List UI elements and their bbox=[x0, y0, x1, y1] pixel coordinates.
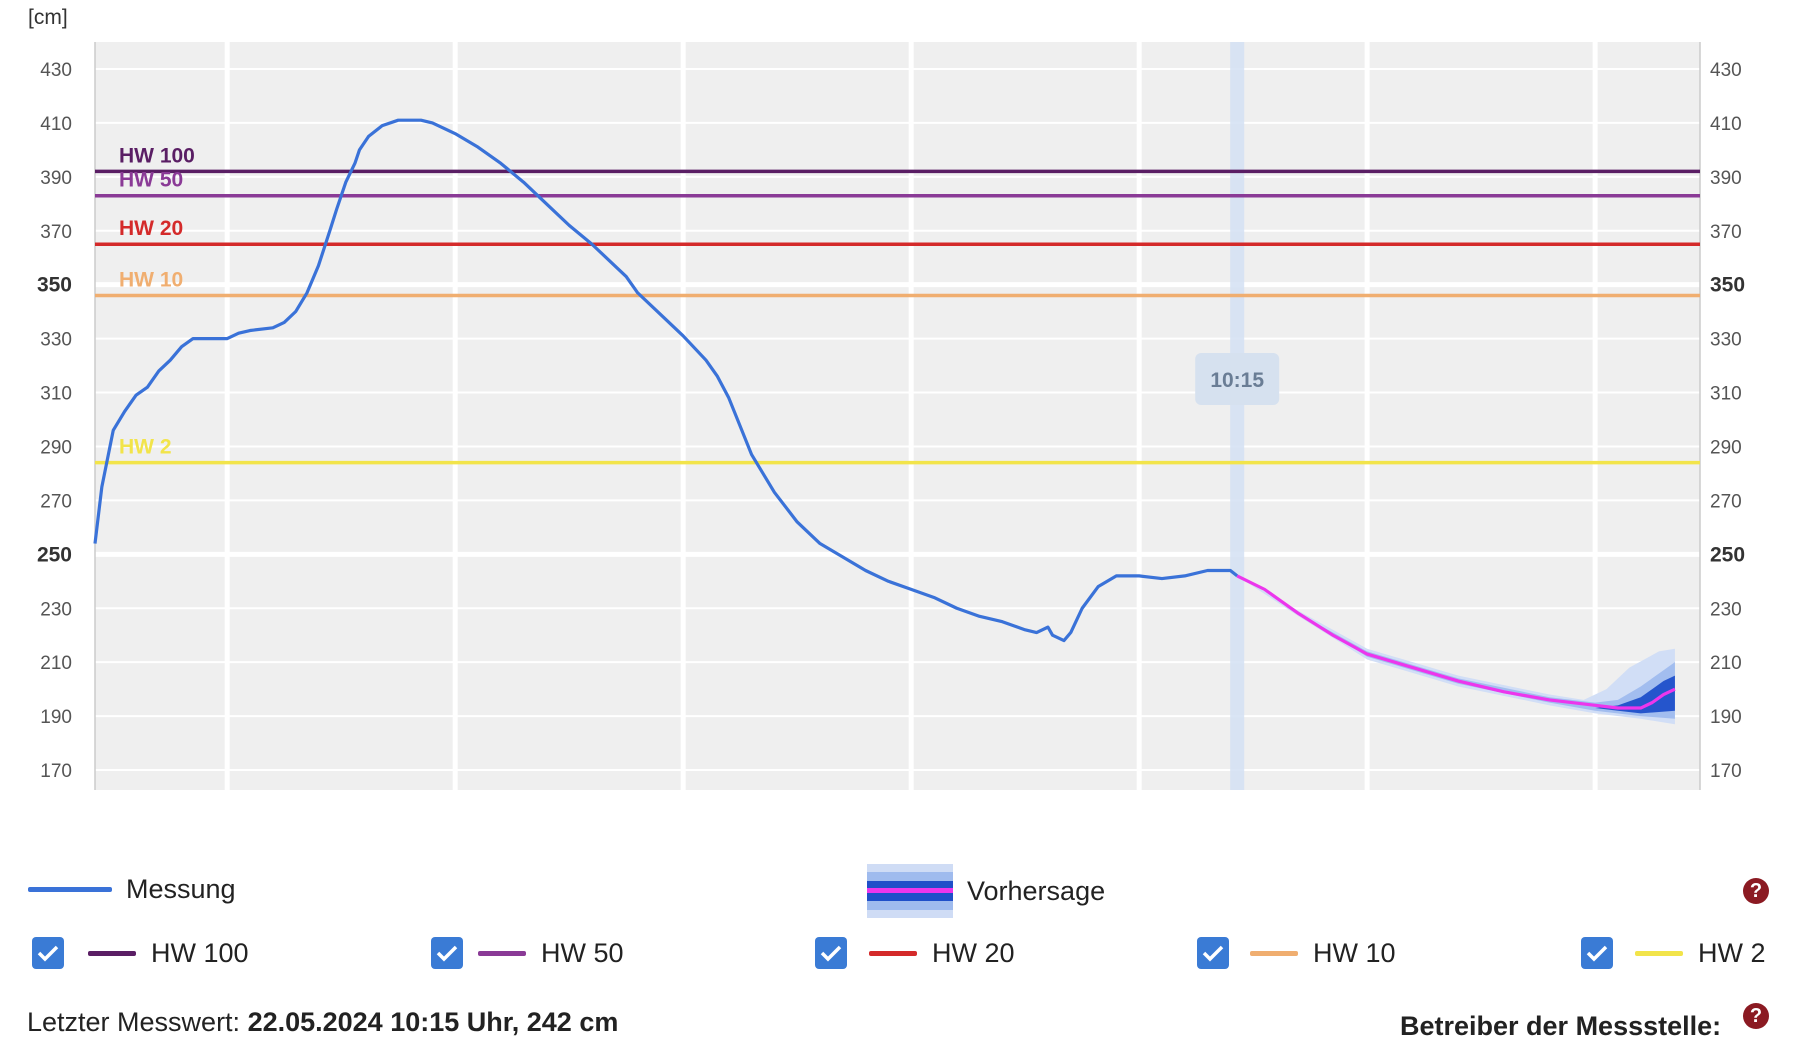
messung-swatch bbox=[28, 887, 112, 892]
threshold-label: HW 20 bbox=[119, 217, 183, 240]
legend-hw2[interactable]: HW 2 bbox=[1581, 937, 1766, 969]
threshold-label: HW 50 bbox=[119, 169, 183, 192]
y-tick-right: 310 bbox=[1710, 384, 1742, 405]
water-level-chart: 430 430 410 410 390 390 370 370 350 350 330 330 310 3… bbox=[28, 6, 1745, 790]
y-tick-right: 390 bbox=[1710, 168, 1742, 189]
check-icon bbox=[436, 945, 458, 962]
y-tick-right: 190 bbox=[1710, 707, 1742, 728]
y-tick-right: 350 bbox=[1710, 274, 1745, 297]
question-circle-icon[interactable]: ? bbox=[1743, 878, 1769, 904]
forecast-band bbox=[1595, 675, 1675, 714]
y-tick-left: 210 bbox=[40, 653, 72, 674]
hw50-label: HW 50 bbox=[541, 937, 624, 968]
legend-messung[interactable]: Messung bbox=[28, 874, 236, 905]
operator-label: Betreiber der Messstelle: bbox=[1400, 1011, 1722, 1041]
question-circle-icon[interactable]: ? bbox=[1743, 1003, 1769, 1029]
y-tick-right: 330 bbox=[1710, 330, 1742, 351]
legend-hw10[interactable]: HW 10 bbox=[1197, 937, 1396, 969]
hw20-swatch bbox=[869, 950, 917, 956]
y-tick-right: 230 bbox=[1710, 599, 1742, 620]
y-tick-left: 330 bbox=[40, 330, 72, 351]
y-tick-right: 170 bbox=[1710, 761, 1742, 782]
y-tick-right: 370 bbox=[1710, 222, 1742, 243]
y-tick-left: 370 bbox=[40, 222, 72, 243]
checkbox-hw10[interactable] bbox=[1197, 937, 1229, 969]
checkbox-hw20[interactable] bbox=[815, 937, 847, 969]
hw10-label: HW 10 bbox=[1313, 937, 1396, 968]
series-vorhersage bbox=[1236, 574, 1676, 710]
hw2-label: HW 2 bbox=[1698, 937, 1766, 968]
hw50-swatch bbox=[478, 950, 526, 956]
threshold-label: HW 100 bbox=[119, 144, 195, 167]
hw10-swatch bbox=[1250, 950, 1298, 956]
y-tick-right: 210 bbox=[1710, 653, 1742, 674]
checkbox-hw2[interactable] bbox=[1581, 937, 1613, 969]
y-tick-left: 190 bbox=[40, 707, 72, 728]
last-value-line: Letzter Messwert: 22.05.2024 10:15 Uhr, … bbox=[27, 1007, 618, 1038]
vorhersage-swatch bbox=[867, 864, 953, 918]
legend-hw100[interactable]: HW 100 bbox=[32, 937, 249, 969]
y-tick-left: 390 bbox=[40, 168, 72, 189]
last-value: 22.05.2024 10:15 Uhr, 242 cm bbox=[247, 1007, 619, 1037]
y-tick-left: 430 bbox=[40, 60, 72, 81]
hw100-label: HW 100 bbox=[151, 937, 249, 968]
y-unit-label: [cm] bbox=[28, 6, 68, 29]
check-icon bbox=[1586, 945, 1608, 962]
y-tick-right: 270 bbox=[1710, 491, 1742, 512]
checkbox-hw100[interactable] bbox=[32, 937, 64, 969]
y-tick-right: 250 bbox=[1710, 543, 1745, 566]
check-icon bbox=[820, 945, 842, 962]
now-label-box bbox=[1195, 353, 1280, 405]
last-value-prefix: Letzter Messwert: bbox=[27, 1007, 248, 1037]
hw2-swatch bbox=[1635, 950, 1683, 956]
now-marker-band bbox=[1230, 42, 1245, 790]
checkbox-hw50[interactable] bbox=[431, 937, 463, 969]
threshold-label: HW 2 bbox=[119, 436, 172, 459]
y-tick-left: 270 bbox=[40, 491, 72, 512]
y-tick-right: 430 bbox=[1710, 60, 1742, 81]
threshold-label: HW 10 bbox=[119, 268, 183, 291]
y-tick-right: 290 bbox=[1710, 437, 1742, 458]
y-tick-left: 310 bbox=[40, 384, 72, 405]
vorhersage-label: Vorhersage bbox=[967, 875, 1106, 906]
legend-hw50[interactable]: HW 50 bbox=[431, 937, 624, 969]
now-label: 10:15 bbox=[1210, 369, 1264, 392]
check-icon bbox=[37, 945, 59, 962]
y-tick-right: 410 bbox=[1710, 114, 1742, 135]
messung-label: Messung bbox=[126, 874, 236, 904]
y-tick-left: 170 bbox=[40, 761, 72, 782]
check-icon bbox=[1202, 945, 1224, 962]
hw100-swatch bbox=[88, 950, 136, 956]
y-tick-left: 250 bbox=[37, 543, 72, 566]
y-tick-left: 230 bbox=[40, 599, 72, 620]
y-tick-left: 350 bbox=[37, 274, 72, 297]
hw20-label: HW 20 bbox=[932, 937, 1015, 968]
y-tick-left: 410 bbox=[40, 114, 72, 135]
series-messung bbox=[93, 118, 1239, 643]
legend-vorhersage[interactable]: Vorhersage bbox=[867, 864, 1105, 918]
plot-area bbox=[95, 42, 1700, 790]
legend-hw20[interactable]: HW 20 bbox=[815, 937, 1015, 969]
y-tick-left: 290 bbox=[40, 437, 72, 458]
